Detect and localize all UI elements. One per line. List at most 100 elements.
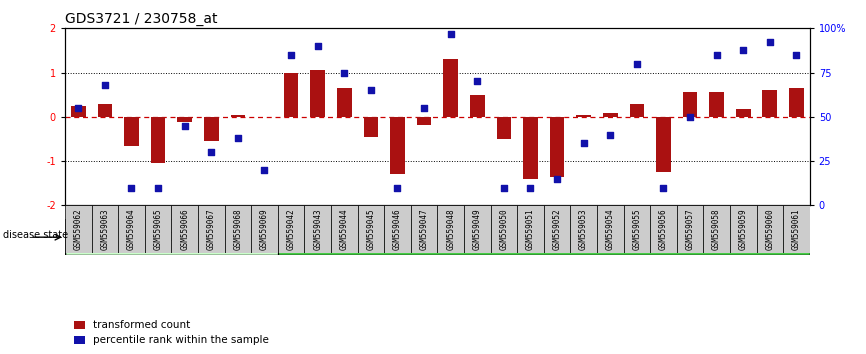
Point (417, 105, 431, 111)
Bar (224, 205, 251, 253)
Bar (337, 88, 352, 117)
Bar (676, 205, 703, 253)
Bar (251, 205, 278, 253)
Point (364, 87, 378, 93)
Bar (310, 70, 325, 117)
Point (736, 47, 750, 52)
Bar (204, 117, 218, 141)
Bar (92, 205, 118, 253)
Bar (703, 205, 730, 253)
Bar (118, 205, 145, 253)
Bar (544, 205, 571, 253)
Bar (789, 88, 804, 117)
Bar (171, 205, 198, 253)
Text: GSM559057: GSM559057 (686, 209, 695, 250)
Bar (443, 59, 458, 117)
Bar (736, 109, 751, 117)
Text: disease state: disease state (3, 230, 68, 240)
Bar (390, 117, 404, 175)
Text: GSM559056: GSM559056 (659, 209, 668, 250)
Bar (145, 205, 171, 253)
Bar (71, 106, 86, 117)
Text: GSM559059: GSM559059 (739, 209, 747, 250)
Bar (304, 205, 331, 253)
Point (311, 43, 325, 49)
Point (630, 61, 643, 67)
Bar (331, 205, 358, 253)
Text: GSM559042: GSM559042 (287, 209, 295, 250)
Point (523, 185, 537, 190)
Text: GSM559067: GSM559067 (207, 209, 216, 250)
Bar (230, 115, 245, 117)
Text: GSM559060: GSM559060 (766, 209, 774, 250)
Point (391, 185, 404, 190)
Text: GSM559044: GSM559044 (339, 209, 349, 250)
Text: pCR: pCR (158, 231, 184, 244)
Bar (278, 205, 304, 253)
Bar (464, 205, 490, 253)
Bar (417, 117, 431, 125)
Point (443, 31, 457, 36)
Point (204, 149, 218, 155)
Point (470, 79, 484, 84)
Bar (762, 90, 777, 117)
Bar (730, 205, 757, 253)
Bar (65, 219, 278, 255)
Text: GSM559050: GSM559050 (500, 209, 508, 250)
Bar (783, 205, 810, 253)
Point (790, 52, 804, 58)
Text: GSM559062: GSM559062 (74, 209, 83, 250)
Bar (437, 205, 464, 253)
Point (151, 185, 165, 190)
Point (604, 132, 617, 137)
Point (550, 176, 564, 182)
Bar (656, 117, 671, 172)
Bar (496, 117, 511, 139)
Text: GSM559049: GSM559049 (473, 209, 481, 250)
Point (125, 185, 139, 190)
Text: GSM559043: GSM559043 (313, 209, 322, 250)
Bar (470, 95, 485, 117)
Text: GSM559065: GSM559065 (153, 209, 163, 250)
Bar (385, 205, 410, 253)
Text: GSM559045: GSM559045 (366, 209, 375, 250)
Bar (278, 219, 810, 255)
Bar (284, 73, 299, 117)
Text: GSM559063: GSM559063 (100, 209, 109, 250)
Bar (517, 205, 544, 253)
Bar (682, 92, 697, 117)
Text: GSM559047: GSM559047 (419, 209, 429, 250)
Bar (124, 117, 139, 145)
Bar (523, 117, 538, 179)
Point (763, 40, 777, 45)
Point (577, 141, 591, 146)
Point (71, 105, 85, 111)
Bar (98, 104, 113, 117)
Point (284, 52, 298, 58)
Text: GSM559064: GSM559064 (127, 209, 136, 250)
Bar (178, 117, 192, 122)
Point (709, 52, 723, 58)
Bar (151, 117, 165, 163)
Point (683, 114, 697, 120)
Point (98, 82, 112, 88)
Bar (576, 115, 591, 117)
Text: GSM559069: GSM559069 (260, 209, 269, 250)
Text: GSM559046: GSM559046 (393, 209, 402, 250)
Text: GSM559052: GSM559052 (553, 209, 561, 250)
Text: GSM559068: GSM559068 (233, 209, 242, 250)
Text: GSM559055: GSM559055 (632, 209, 642, 250)
Bar (65, 205, 92, 253)
Text: GSM559051: GSM559051 (526, 209, 535, 250)
Bar (630, 104, 644, 117)
Bar (198, 205, 224, 253)
Bar (597, 205, 624, 253)
Text: GDS3721 / 230758_at: GDS3721 / 230758_at (65, 12, 217, 26)
Text: pPR: pPR (532, 231, 556, 244)
Bar (358, 205, 385, 253)
Point (231, 135, 245, 141)
Legend: transformed count, percentile rank within the sample: transformed count, percentile rank withi… (70, 316, 273, 349)
Bar (490, 205, 517, 253)
Bar (650, 205, 676, 253)
Point (337, 70, 351, 75)
